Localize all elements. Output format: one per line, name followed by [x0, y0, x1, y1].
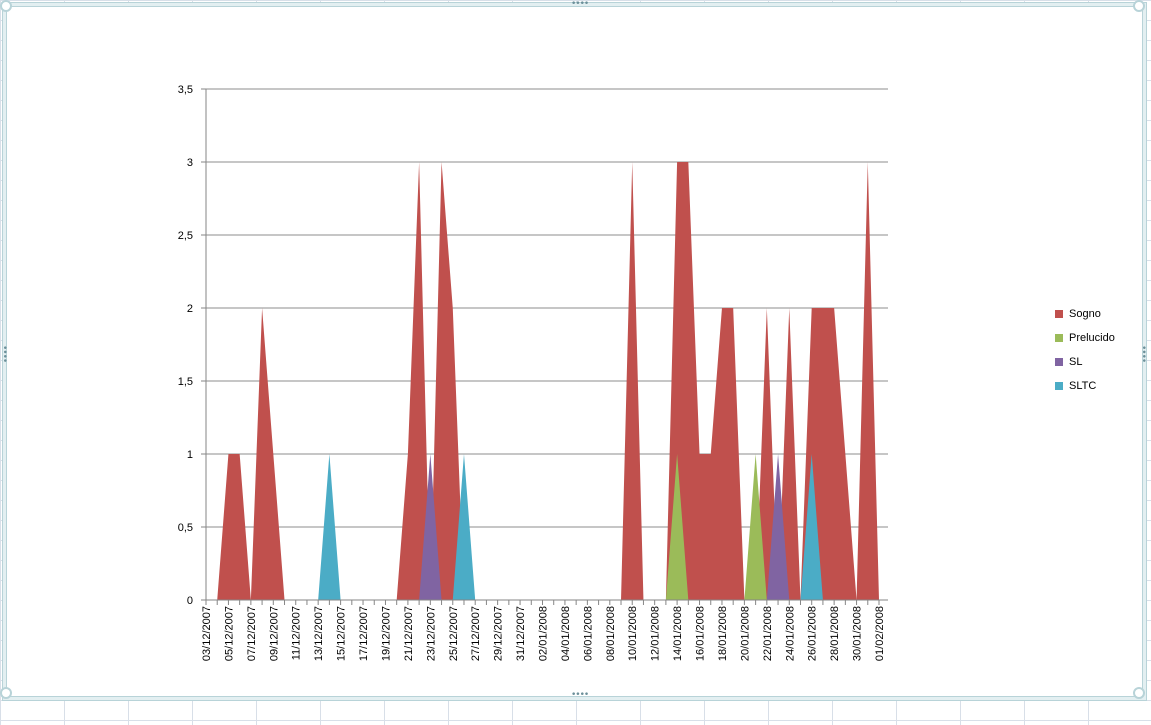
- x-tick-label: 17/12/2007: [358, 606, 370, 661]
- legend-label: SL: [1069, 356, 1083, 368]
- x-tick-label: 06/01/2008: [582, 606, 594, 661]
- x-tick-label: 14/01/2008: [672, 606, 684, 661]
- legend-item-sl[interactable]: SL: [1055, 350, 1135, 374]
- y-tick-label: 1: [187, 449, 193, 461]
- legend-swatch: [1055, 334, 1063, 342]
- legend-item-prelucido[interactable]: Prelucido: [1055, 326, 1135, 350]
- y-tick-label: 0,5: [178, 522, 193, 534]
- x-tick-label: 04/01/2008: [560, 606, 572, 661]
- y-tick-label: 3,5: [178, 84, 193, 96]
- resize-handle-right[interactable]: ••••: [1138, 345, 1148, 363]
- resize-handle-left[interactable]: ••••: [0, 345, 9, 363]
- y-tick-label: 2: [187, 303, 193, 315]
- y-tick-label: 3: [187, 157, 193, 169]
- x-tick-label: 21/12/2007: [403, 606, 415, 661]
- x-tick-label: 01/02/2008: [874, 606, 886, 661]
- x-tick-label: 08/01/2008: [605, 606, 617, 661]
- legend-label: SLTC: [1069, 380, 1097, 392]
- x-tick-label: 11/12/2007: [291, 606, 303, 660]
- legend-swatch: [1055, 310, 1063, 318]
- legend-swatch: [1055, 358, 1063, 366]
- series-area-sltc[interactable]: [206, 454, 879, 600]
- x-tick-label: 07/12/2007: [246, 606, 258, 661]
- legend-swatch: [1055, 382, 1063, 390]
- legend-item-sltc[interactable]: SLTC: [1055, 374, 1135, 398]
- x-tick-label: 18/01/2008: [717, 606, 729, 661]
- resize-handle-top[interactable]: ••••: [571, 0, 589, 9]
- y-tick-label: 0: [187, 595, 193, 607]
- x-tick-label: 09/12/2007: [268, 606, 280, 661]
- chart-area[interactable]: •••• •••• •••• ••••: [0, 0, 1148, 700]
- x-tick-label: 30/01/2008: [852, 606, 864, 661]
- x-tick-label: 24/01/2008: [784, 606, 796, 661]
- x-tick-label: 10/01/2008: [627, 606, 639, 661]
- legend-label: Sogno: [1069, 308, 1101, 320]
- legend-item-sogno[interactable]: Sogno: [1055, 302, 1135, 326]
- x-tick-label: 13/12/2007: [313, 606, 325, 661]
- x-tick-label: 05/12/2007: [223, 606, 235, 661]
- legend[interactable]: Sogno Prelucido SL SLTC: [1055, 302, 1135, 398]
- x-tick-label: 26/01/2008: [807, 606, 819, 661]
- x-tick-label: 12/01/2008: [650, 606, 662, 661]
- x-tick-label: 02/01/2008: [538, 606, 550, 661]
- resize-handle-top-left[interactable]: [0, 0, 12, 12]
- resize-handle-bottom[interactable]: ••••: [571, 690, 589, 700]
- y-tick-label: 1,5: [178, 376, 193, 388]
- resize-handle-bottom-right[interactable]: [1133, 687, 1145, 699]
- series-area-sogno[interactable]: [206, 162, 879, 600]
- x-tick-label: 03/12/2007: [201, 606, 213, 661]
- x-tick-label: 25/12/2007: [448, 606, 460, 661]
- x-tick-label: 20/01/2008: [739, 606, 751, 661]
- x-tick-label: 22/01/2008: [762, 606, 774, 661]
- x-tick-label: 15/12/2007: [336, 606, 348, 661]
- resize-handle-bottom-left[interactable]: [0, 687, 12, 699]
- x-tick-label: 31/12/2007: [515, 606, 527, 661]
- x-tick-label: 16/01/2008: [695, 606, 707, 661]
- y-tick-label: 2,5: [178, 230, 193, 242]
- legend-label: Prelucido: [1069, 332, 1115, 344]
- resize-handle-top-right[interactable]: [1133, 0, 1145, 12]
- x-tick-label: 19/12/2007: [380, 606, 392, 661]
- x-tick-label: 23/12/2007: [425, 606, 437, 661]
- x-tick-label: 28/01/2008: [829, 606, 841, 661]
- x-tick-label: 29/12/2007: [493, 606, 505, 661]
- x-tick-label: 27/12/2007: [470, 606, 482, 661]
